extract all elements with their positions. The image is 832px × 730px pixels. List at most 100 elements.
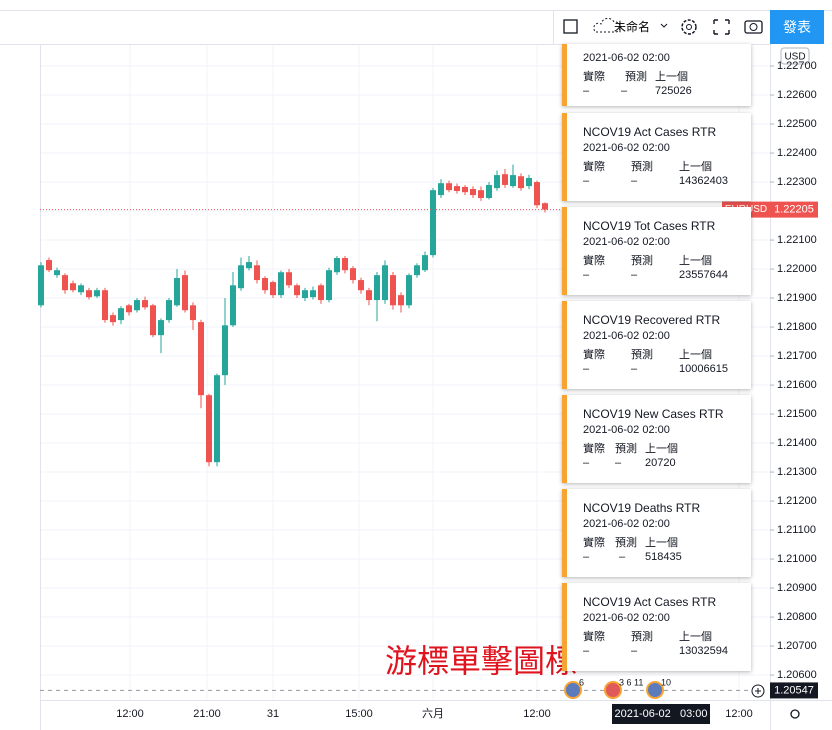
candle-body — [438, 183, 444, 196]
card-header: 預測 — [625, 71, 647, 83]
candle-body — [366, 290, 372, 301]
candle-body — [422, 255, 428, 271]
event-count: 6 — [579, 677, 584, 687]
candle-body — [166, 300, 172, 321]
dropdown-icon[interactable] — [660, 23, 668, 28]
candle-body — [414, 265, 420, 276]
y-tick-label: 1.21800 — [777, 321, 817, 333]
candle-body — [390, 275, 396, 306]
candle-body — [182, 275, 188, 311]
candle-body — [94, 290, 100, 297]
last-price-label: 1.22205 — [774, 204, 814, 216]
candle-body — [470, 189, 476, 196]
cursor-price-label: 1.20547 — [774, 684, 814, 696]
snapshot-icon[interactable] — [744, 20, 763, 34]
card-header: 上一個 — [679, 631, 712, 643]
plus-icon — [755, 688, 761, 694]
card-header: 預測 — [631, 255, 653, 267]
y-tick-label: 1.20700 — [777, 640, 817, 652]
event-card[interactable]: NCOV19 Deaths RTR 2021-06-02 02:00 實際 預測 上一個… — [562, 489, 751, 577]
y-tick-label: 1.21600 — [777, 379, 817, 391]
candle-body — [270, 282, 276, 296]
layout-icon[interactable] — [563, 19, 578, 34]
candle-body — [430, 190, 436, 256]
candle-body — [358, 280, 364, 291]
candle-body — [534, 182, 540, 206]
candle-body — [406, 275, 412, 306]
candle-body — [310, 290, 316, 298]
card-header: 上一個 — [679, 255, 712, 267]
candle-body — [478, 190, 484, 198]
event-card[interactable]: NCOV19 New Cases RTR 2021-06-02 02:00 實際 預測… — [562, 395, 751, 483]
event-card[interactable]: NCOV19 Act Cases RTR 2021-06-02 02:00 實際 預測… — [562, 583, 751, 671]
card-header: 上一個 — [645, 537, 678, 549]
card-title: NCOV19 New Cases RTR — [583, 407, 724, 421]
card-header: 預測 — [631, 161, 653, 173]
candle-body — [342, 258, 348, 271]
fullscreen-icon[interactable] — [713, 19, 730, 35]
y-tick-label: 1.20900 — [777, 582, 817, 594]
candle-body — [230, 285, 236, 326]
card-date: 2021-06-02 02:00 — [583, 518, 670, 530]
card-value: – — [583, 645, 590, 657]
event-card[interactable]: NCOV19 Tot Cases RTR 2021-06-02 02:00 實際 預測… — [562, 207, 751, 295]
settings-icon[interactable] — [681, 19, 697, 35]
card-header: 實際 — [583, 349, 605, 361]
candle-body — [222, 325, 228, 376]
x-tick-label: 12:00 — [523, 708, 551, 720]
candle-body — [350, 268, 356, 281]
y-tick-label: 1.22600 — [777, 89, 817, 101]
y-tick-label: 1.21200 — [777, 495, 817, 507]
card-date: 2021-06-02 02:00 — [583, 330, 670, 342]
publish-button[interactable]: 發表 — [770, 10, 824, 44]
settings-gear[interactable] — [790, 709, 800, 719]
candle-body — [286, 272, 292, 286]
y-tick-label: 1.20600 — [777, 669, 817, 681]
card-title: NCOV19 Act Cases RTR — [583, 125, 717, 139]
candle-body — [486, 184, 492, 198]
x-tick-label: 12:00 — [725, 708, 753, 720]
candle-body — [542, 203, 548, 210]
last-price-tag — [770, 201, 818, 218]
card-value: – — [631, 645, 638, 657]
x-tick-label: 31 — [267, 708, 279, 720]
candle-body — [254, 265, 260, 281]
card-header: 實際 — [583, 443, 605, 455]
candle-body — [214, 375, 220, 463]
candle-body — [198, 322, 204, 396]
card-value: – — [583, 269, 590, 281]
card-date: 2021-06-02 02:00 — [583, 142, 670, 154]
plus-button[interactable] — [751, 684, 765, 698]
card-title: NCOV19 Act Cases RTR — [583, 595, 717, 609]
currency-box[interactable] — [780, 47, 810, 65]
y-tick-label: 1.21400 — [777, 437, 817, 449]
candle-body — [238, 265, 244, 289]
candle-body — [262, 278, 268, 291]
candle-body — [334, 258, 340, 273]
event-icon — [604, 681, 622, 699]
layout-name[interactable]: 未命名 — [614, 20, 651, 34]
crosshair-time: 2021-06-02 03:00 — [615, 708, 708, 720]
y-tick-label: 1.21700 — [777, 350, 817, 362]
candle-body — [142, 300, 148, 308]
card-header: 預測 — [631, 349, 653, 361]
card-header: 預測 — [631, 631, 653, 643]
event-card[interactable]: 2021-06-02 02:00 實際 預測 上一個 – – 725026 — [562, 44, 751, 106]
event-card[interactable]: NCOV19 Recovered RTR 2021-06-02 02:00 實際 預測… — [562, 301, 751, 389]
candle-body — [118, 308, 124, 321]
candle-body — [134, 300, 140, 311]
candle-body — [38, 265, 44, 306]
event-card[interactable]: NCOV19 Act Cases RTR 2021-06-02 02:00 實際 預測… — [562, 113, 751, 201]
card-date: 2021-06-02 02:00 — [583, 52, 670, 64]
card-value: 725026 — [655, 85, 692, 97]
candle-body — [86, 290, 92, 298]
card-header: 上一個 — [645, 443, 678, 455]
snapshot-lens — [749, 23, 758, 31]
cloud-icon[interactable] — [593, 17, 621, 33]
candle-body — [526, 177, 532, 187]
candle-body — [374, 275, 380, 301]
y-tick-label: 1.22300 — [777, 176, 817, 188]
candle-body — [302, 290, 308, 299]
candle-body — [150, 305, 156, 336]
